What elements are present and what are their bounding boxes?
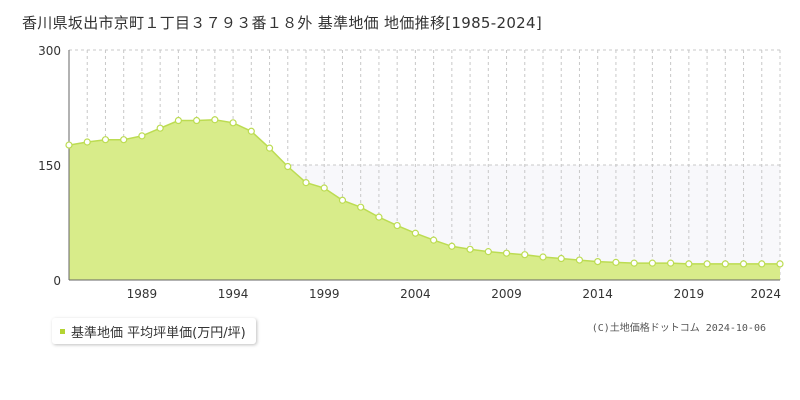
data-point (101, 136, 110, 144)
data-point (65, 141, 73, 149)
axis-layer (68, 50, 780, 281)
data-point (411, 229, 419, 237)
data-point (539, 253, 547, 261)
data-point (265, 144, 274, 152)
data-point (612, 258, 620, 266)
data-point (430, 236, 438, 244)
data-point (484, 248, 492, 256)
data-point (284, 162, 292, 171)
legend-marker (60, 328, 65, 334)
data-point (357, 203, 365, 211)
x-tick-label: 2014 (582, 287, 613, 301)
data-point (466, 245, 474, 253)
data-point (594, 258, 602, 266)
label-layer: 0 150 300 1989 1994 1999 2004 2009 2014 2019 2024 (38, 44, 781, 301)
y-tick-label: 0 (53, 274, 61, 288)
x-tick-label: 1994 (218, 287, 249, 301)
x-tick-label: 2004 (400, 287, 431, 301)
data-area-fill (69, 119, 780, 280)
y-tick-label: 150 (38, 159, 61, 173)
legend-label: 基準地価 平均坪単価(万円/坪) (71, 325, 246, 341)
data-point (648, 259, 656, 267)
data-point (211, 116, 219, 124)
x-tick-label: 2009 (491, 287, 522, 301)
data-point (630, 259, 638, 267)
chart-title: 香川県坂出市京町１丁目３７９３番１８外 基準地価 地価推移[1985-2024] (22, 14, 543, 32)
data-point (120, 136, 128, 144)
x-tick-label: 1999 (309, 287, 340, 301)
data-point (338, 196, 347, 204)
data-point (685, 260, 693, 268)
data-point (156, 124, 164, 132)
x-tick-label: 1989 (127, 287, 158, 301)
data-point (758, 260, 766, 268)
data-point (448, 242, 456, 250)
data-point (502, 249, 511, 257)
data-point (320, 184, 328, 192)
data-point (83, 138, 91, 146)
data-point (776, 260, 784, 268)
data-point (667, 259, 675, 267)
data-point (193, 116, 201, 125)
data-point (302, 179, 310, 187)
data-point (229, 119, 237, 127)
data-point (375, 213, 383, 221)
x-tick-label: 2019 (674, 287, 705, 301)
data-point (393, 221, 401, 230)
data-series-line (68, 119, 780, 265)
marker-layer (65, 116, 784, 268)
data-point (174, 116, 182, 125)
data-point (247, 127, 255, 135)
y-tick-label: 300 (38, 44, 61, 58)
legend[interactable]: 基準地価 平均坪単価(万円/坪) (52, 318, 256, 344)
data-point (739, 260, 748, 268)
copyright-text: (C)土地価格ドットコム 2024-10-06 (591, 323, 766, 334)
x-tick-label: 2024 (750, 287, 781, 301)
data-point (575, 256, 584, 264)
data-point (721, 260, 729, 268)
data-point (703, 260, 711, 268)
data-point (521, 251, 529, 259)
data-point (138, 132, 146, 140)
data-point (557, 254, 565, 263)
